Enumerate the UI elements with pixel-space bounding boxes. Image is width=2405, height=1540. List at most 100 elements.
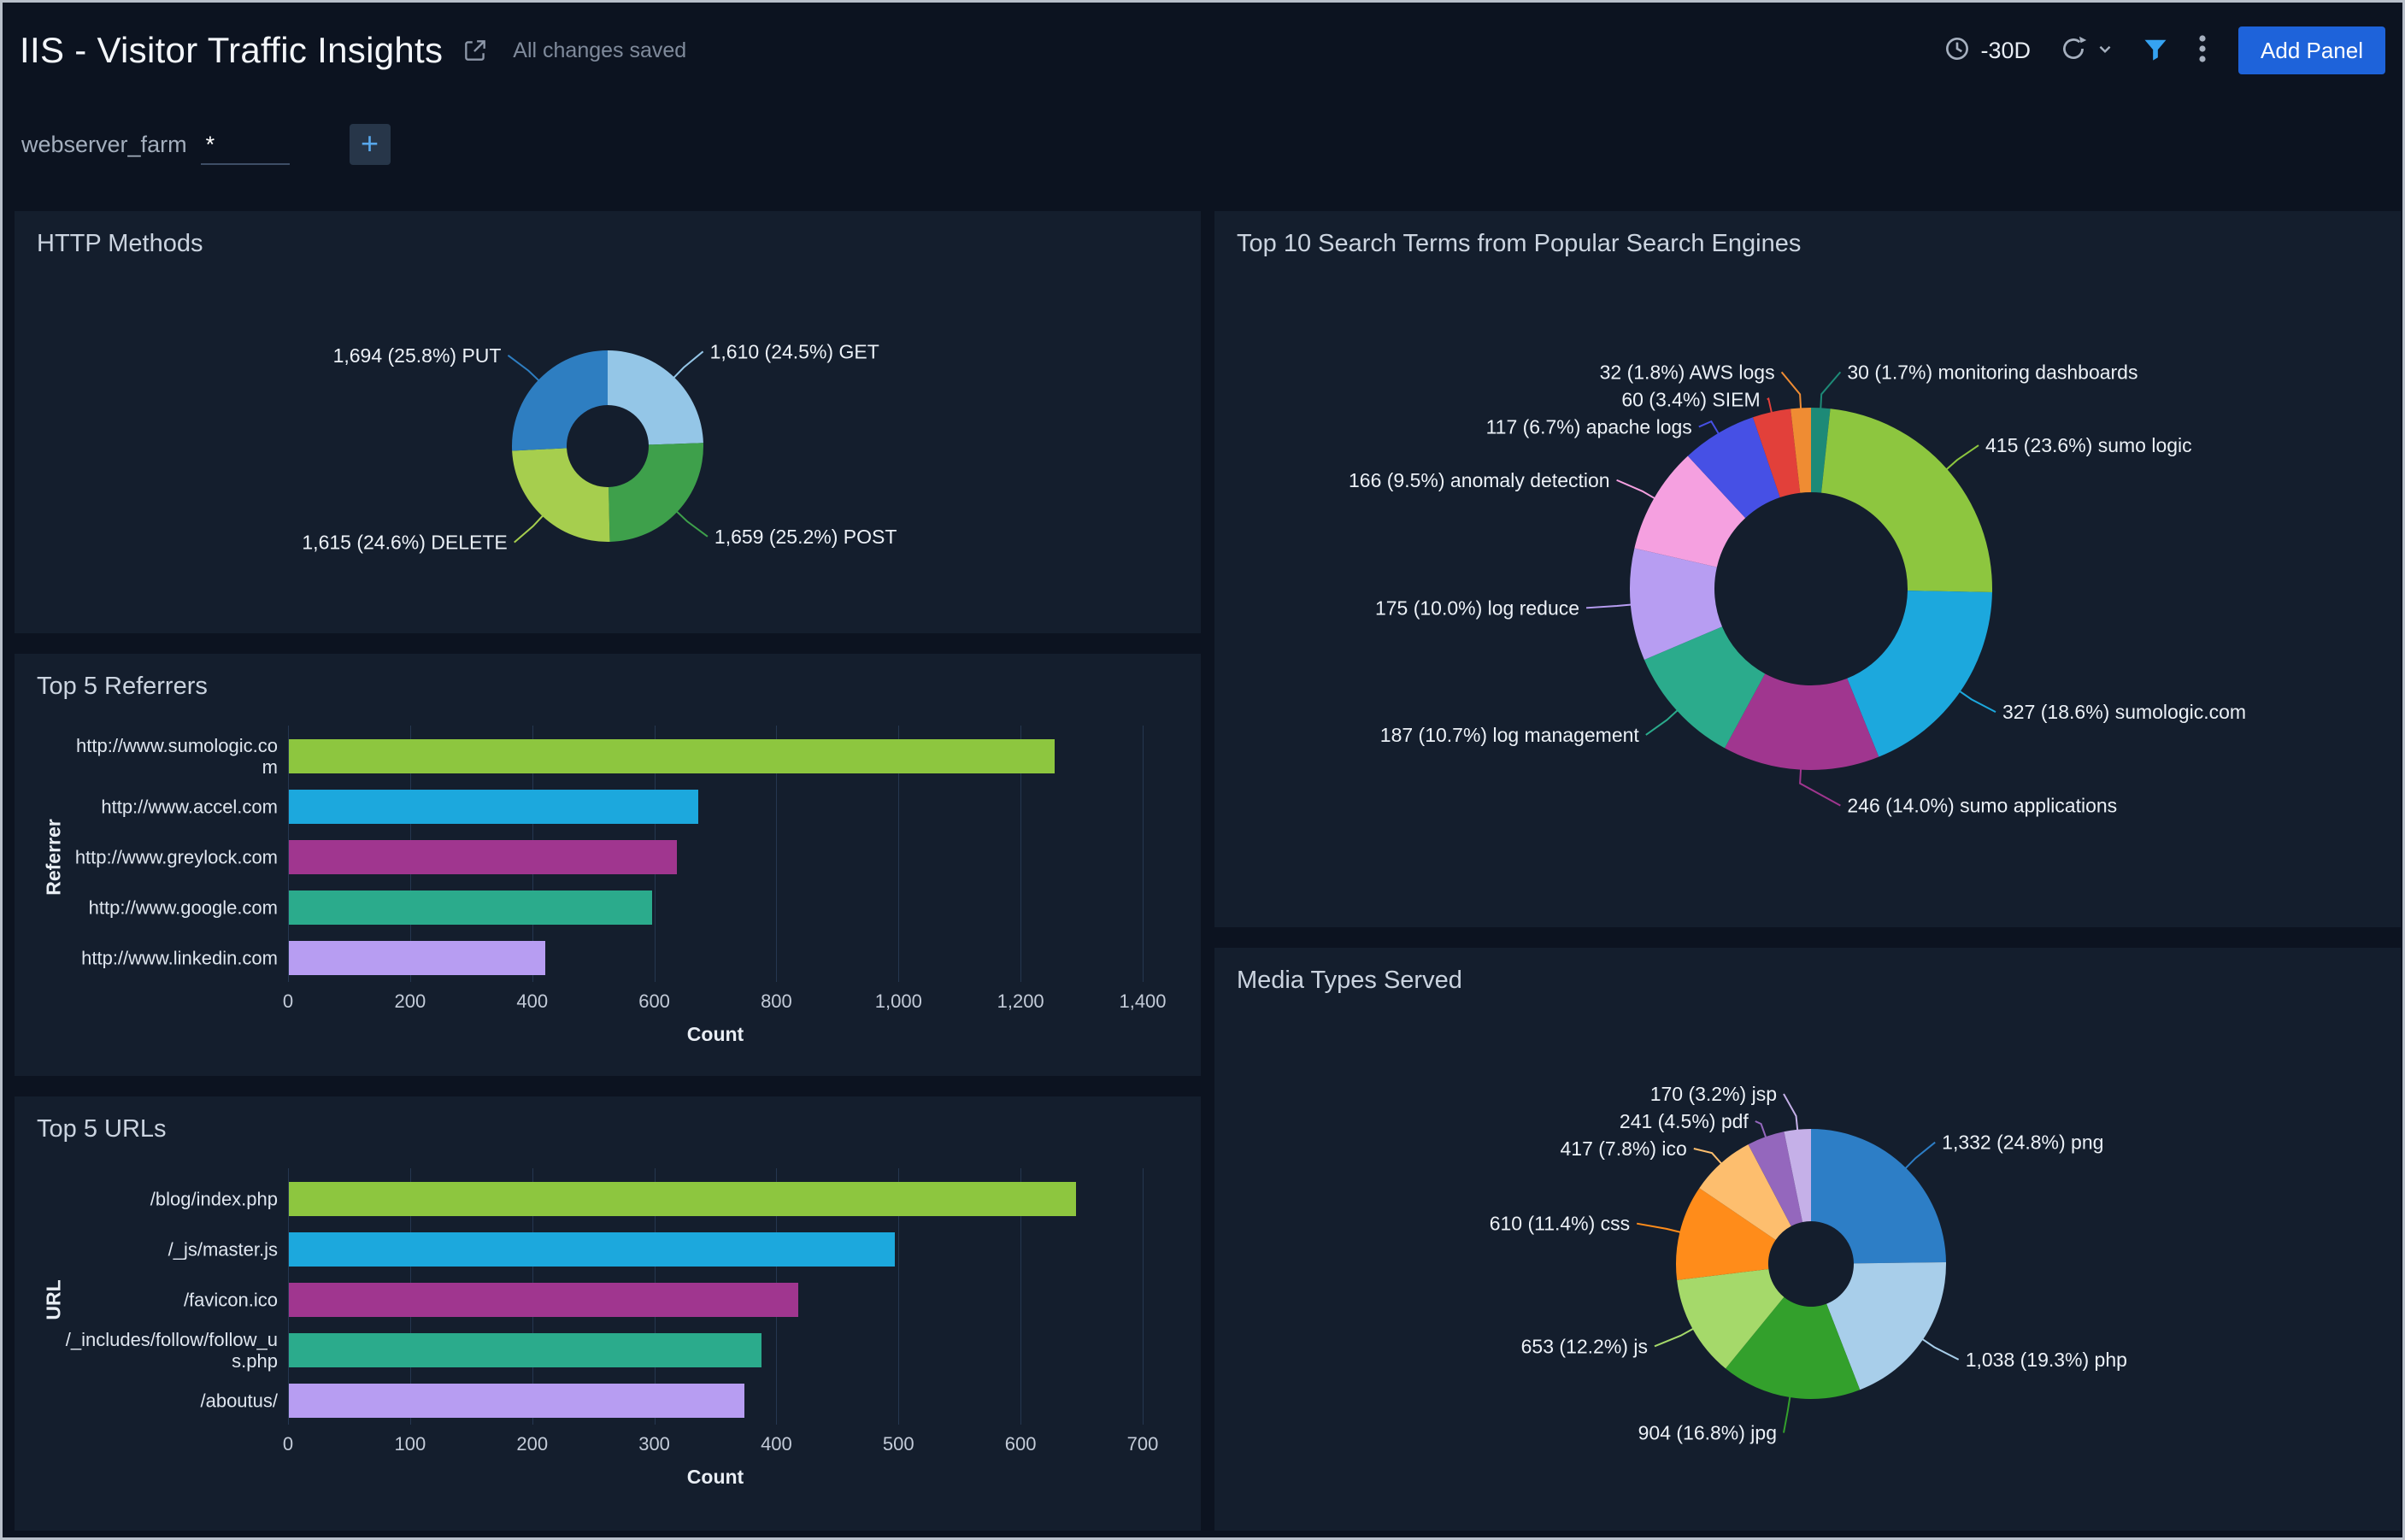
panel-title: Media Types Served <box>1237 967 1462 994</box>
slice-label: 175 (10.0%) log reduce <box>1375 597 1579 619</box>
panel-title: Top 5 Referrers <box>37 673 208 700</box>
pie-slice-php[interactable] <box>1826 1262 1946 1390</box>
search-terms-donut-chart[interactable]: 30 (1.7%) monitoring dashboards 415 (23.6… <box>1214 211 2401 927</box>
slice-label: 60 (3.4%) SIEM <box>1621 388 1760 410</box>
label-leader-line <box>1921 1338 1960 1361</box>
pie-slice-aws-logs[interactable] <box>1791 408 1811 493</box>
more-menu-button[interactable] <box>2197 33 2208 68</box>
bar[interactable] <box>289 1333 761 1367</box>
label-leader-line <box>514 514 544 544</box>
pie-slice-log-management[interactable] <box>1644 626 1766 749</box>
y-axis-title: URL <box>42 1279 65 1320</box>
page-title: IIS - Visitor Traffic Insights <box>20 30 444 70</box>
gridline <box>1143 1168 1144 1425</box>
x-tick-label: 200 <box>394 990 426 1012</box>
slice-label: 1,332 (24.8%) png <box>1942 1131 2103 1154</box>
pie-slice-monitoring-dashboards[interactable] <box>1811 408 1831 493</box>
x-tick-label: 400 <box>516 990 549 1012</box>
pie-slice-siem[interactable] <box>1752 409 1801 497</box>
panel-top-referrers: Top 5 Referrers 0 200 400 600 800 1,000 1,200 1… <box>15 654 1201 1076</box>
slice-label: 30 (1.7%) monitoring dashboards <box>1847 361 2137 383</box>
category-label: http://www.greylock.com <box>74 846 278 868</box>
gridline <box>288 1168 289 1425</box>
media-types-donut-chart[interactable]: 1,332 (24.8%) png 1,038 (19.3%) php 904 (1… <box>1214 948 2401 1531</box>
pie-slice-js[interactable] <box>1677 1268 1785 1369</box>
bar[interactable] <box>289 1283 798 1317</box>
pie-slice-pdf[interactable] <box>1748 1131 1803 1226</box>
x-tick-label: 500 <box>882 1433 914 1455</box>
top-referrers-bar-chart[interactable]: 0 200 400 600 800 1,000 1,200 1,400 http://www.s… <box>15 654 1201 1076</box>
pie-slice-jsp[interactable] <box>1784 1129 1811 1223</box>
share-icon[interactable] <box>462 37 489 64</box>
top-urls-bar-chart[interactable]: 0 100 200 300 400 500 600 700/blog/index.php /_j… <box>15 1096 1201 1531</box>
add-filter-button[interactable]: + <box>349 124 391 165</box>
bar[interactable] <box>289 890 652 925</box>
x-tick-label: 1,000 <box>874 990 922 1012</box>
slice-label: 241 (4.5%) pdf <box>1620 1110 1749 1132</box>
label-leader-line <box>1645 709 1679 736</box>
add-panel-button[interactable]: Add Panel <box>2238 26 2385 74</box>
x-tick-label: 1,200 <box>997 990 1044 1012</box>
slice-label: 170 (3.2%) jsp <box>1650 1083 1777 1105</box>
bar[interactable] <box>289 1182 1077 1216</box>
x-tick-label: 800 <box>761 990 792 1012</box>
filter-value-input[interactable] <box>200 132 290 165</box>
slice-label: 246 (14.0%) sumo applications <box>1847 795 2117 817</box>
x-tick-label: 700 <box>1126 1433 1159 1455</box>
time-range-button[interactable]: -30D <box>1942 33 2031 68</box>
x-tick-label: 400 <box>761 1433 792 1455</box>
refresh-button[interactable] <box>2058 33 2114 68</box>
pie-slice-anomaly-detection[interactable] <box>1634 456 1746 567</box>
filter-name-label: webserver_farm <box>21 132 187 157</box>
pie-slice-css[interactable] <box>1676 1188 1776 1280</box>
pie-slice-ico[interactable] <box>1699 1144 1791 1240</box>
bar[interactable] <box>289 739 1055 773</box>
gridline <box>1020 726 1022 982</box>
slice-label: 904 (16.8%) jpg <box>1638 1422 1777 1444</box>
x-tick-label: 600 <box>1004 1433 1037 1455</box>
http-methods-donut-chart[interactable]: 1,610 (24.5%) GET 1,659 (25.2%) POST 1,615… <box>15 211 1201 633</box>
x-tick-label: 0 <box>282 990 294 1012</box>
x-tick-label: 300 <box>638 1433 670 1455</box>
pie-slice-log-reduce[interactable] <box>1630 548 1723 660</box>
pie-slice-get[interactable] <box>608 350 703 445</box>
kebab-icon <box>2197 33 2208 68</box>
pie-slice-post[interactable] <box>609 443 704 542</box>
gridline <box>288 726 289 982</box>
bar[interactable] <box>289 840 677 874</box>
pie-slice-sumo-applications[interactable] <box>1725 673 1879 770</box>
chevron-down-icon <box>2096 40 2114 62</box>
pie-slice-put[interactable] <box>512 350 608 451</box>
pie-slice-jpg[interactable] <box>1726 1296 1861 1399</box>
pie-slice-apache-logs[interactable] <box>1687 417 1780 519</box>
pie-slice-png[interactable] <box>1811 1129 1946 1264</box>
bar[interactable] <box>289 1384 744 1418</box>
pie-slice-sumologic-com[interactable] <box>1847 591 1992 757</box>
x-axis-title: Count <box>686 1023 744 1045</box>
label-leader-line <box>675 510 709 538</box>
bar[interactable] <box>289 941 545 975</box>
category-label: /_js/master.js <box>168 1238 278 1261</box>
label-leader-line <box>1945 444 1979 471</box>
time-range-value: -30D <box>1980 37 2032 63</box>
pie-slice-delete[interactable] <box>512 448 610 542</box>
bar[interactable] <box>289 1232 895 1267</box>
label-leader-line <box>1820 371 1842 409</box>
panel-media-types: Media Types Served 1,332 (24.8%) png 1,03… <box>1214 948 2401 1531</box>
x-axis-title: Count <box>686 1466 744 1488</box>
category-label: http://www.google.com <box>88 896 278 919</box>
x-tick-label: 100 <box>394 1433 426 1455</box>
funnel-icon <box>2141 34 2170 68</box>
panel-title: Top 10 Search Terms from Popular Search … <box>1237 230 1802 257</box>
plus-icon: + <box>361 125 379 161</box>
slice-label: 1,610 (24.5%) GET <box>710 340 879 362</box>
dashboard-header: IIS - Visitor Traffic Insights All chang… <box>3 3 2402 98</box>
slice-label: 187 (10.7%) log management <box>1380 724 1640 746</box>
panel-title: Top 5 URLs <box>37 1115 167 1143</box>
filter-toggle-button[interactable] <box>2141 34 2170 68</box>
pie-slice-sumo-logic[interactable] <box>1821 409 1992 592</box>
category-label: http://www.sumologic.com <box>76 735 278 778</box>
saved-status: All changes saved <box>513 38 687 62</box>
bar[interactable] <box>289 790 698 824</box>
